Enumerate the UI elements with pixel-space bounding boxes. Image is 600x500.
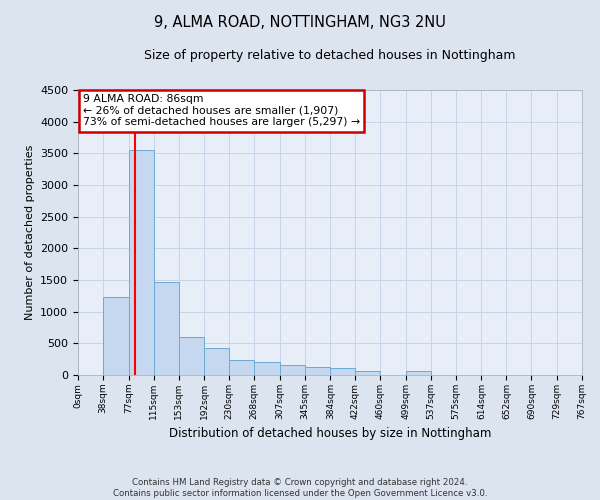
Bar xyxy=(103,297,128,375)
Bar xyxy=(406,371,431,375)
Y-axis label: Number of detached properties: Number of detached properties xyxy=(25,145,35,320)
Title: Size of property relative to detached houses in Nottingham: Size of property relative to detached ho… xyxy=(144,50,516,62)
Bar xyxy=(154,282,179,375)
Text: Contains HM Land Registry data © Crown copyright and database right 2024.
Contai: Contains HM Land Registry data © Crown c… xyxy=(113,478,487,498)
Bar xyxy=(179,337,204,375)
Bar xyxy=(355,370,380,375)
Bar xyxy=(254,362,280,375)
Bar xyxy=(128,150,154,375)
Text: 9, ALMA ROAD, NOTTINGHAM, NG3 2NU: 9, ALMA ROAD, NOTTINGHAM, NG3 2NU xyxy=(154,15,446,30)
X-axis label: Distribution of detached houses by size in Nottingham: Distribution of detached houses by size … xyxy=(169,428,491,440)
Bar xyxy=(229,360,254,375)
Bar xyxy=(204,348,229,375)
Bar xyxy=(331,368,355,375)
Bar xyxy=(305,367,331,375)
Bar xyxy=(280,364,305,375)
Text: 9 ALMA ROAD: 86sqm
← 26% of detached houses are smaller (1,907)
73% of semi-deta: 9 ALMA ROAD: 86sqm ← 26% of detached hou… xyxy=(83,94,360,128)
